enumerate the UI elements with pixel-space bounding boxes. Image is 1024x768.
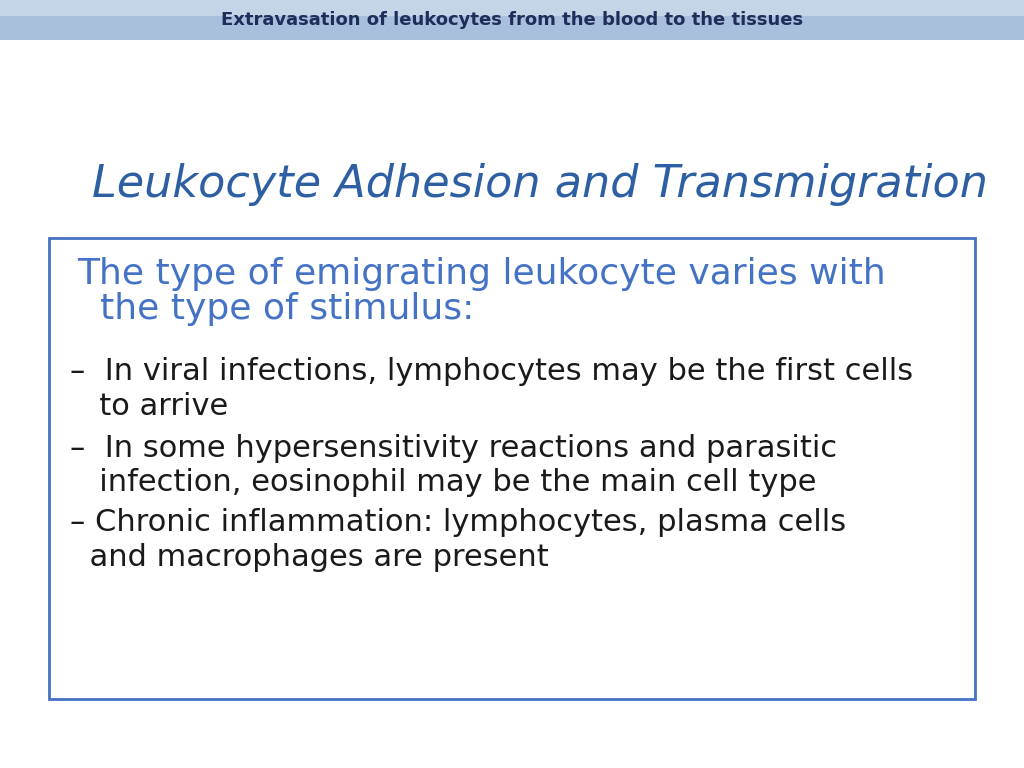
Text: and macrophages are present: and macrophages are present — [70, 543, 549, 572]
Text: –  In viral infections, lymphocytes may be the first cells: – In viral infections, lymphocytes may b… — [70, 357, 912, 386]
Bar — [49, 238, 975, 699]
Text: to arrive: to arrive — [70, 392, 228, 421]
Text: the type of stimulus:: the type of stimulus: — [77, 292, 474, 326]
Text: – Chronic inflammation: lymphocytes, plasma cells: – Chronic inflammation: lymphocytes, pla… — [70, 508, 846, 538]
Text: infection, eosinophil may be the main cell type: infection, eosinophil may be the main ce… — [70, 468, 816, 498]
Bar — [0, 0, 1024, 16]
Text: Leukocyte Adhesion and Transmigration: Leukocyte Adhesion and Transmigration — [92, 163, 988, 206]
Bar — [0, 16, 1024, 40]
Text: Extravasation of leukocytes from the blood to the tissues: Extravasation of leukocytes from the blo… — [221, 11, 803, 29]
Text: The type of emigrating leukocyte varies with: The type of emigrating leukocyte varies … — [77, 257, 886, 291]
Text: –  In some hypersensitivity reactions and parasitic: – In some hypersensitivity reactions and… — [70, 434, 837, 463]
